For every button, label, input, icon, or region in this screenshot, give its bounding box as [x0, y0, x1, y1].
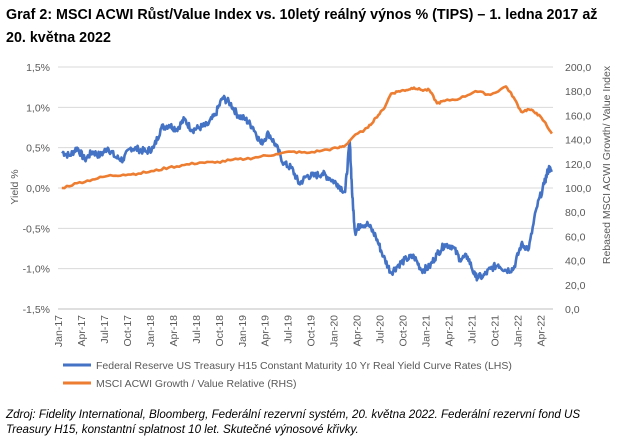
- y2-tick-label: 40,0: [565, 256, 586, 268]
- x-tick-label: Jan-20: [329, 315, 341, 347]
- chart: 1,5% 1,0% 0,5% 0,0% -0,5% -1,0% -1,5% 200,0 180…: [9, 62, 613, 390]
- y-tick-label: 0,0%: [26, 183, 50, 195]
- y2-tick-label: 140,0: [565, 135, 591, 147]
- x-tick-label: Apr-19: [260, 315, 272, 347]
- y2-tick-label: 0,0: [565, 304, 580, 316]
- y-tick-label: 1,0%: [26, 102, 50, 114]
- series-line-msci: [61, 85, 553, 190]
- x-tick-label: Oct-18: [214, 315, 226, 347]
- x-tick-label: Jul-17: [99, 315, 111, 344]
- y2-tick-label: 100,0: [565, 183, 591, 195]
- series-lines: [61, 85, 553, 282]
- x-tick-label: Jul-19: [283, 315, 295, 344]
- x-axis-tick-labels: Jan-17 Apr-17 Jul-17 Oct-17 Jan-18 Apr-18 Jul-…: [53, 315, 547, 347]
- x-tick-label: Oct-20: [398, 315, 410, 347]
- x-tick-label: Oct-19: [306, 315, 318, 347]
- x-tick-label: Jan-18: [145, 315, 157, 347]
- series-line-yield: [61, 94, 553, 282]
- chart-title: Graf 2: MSCI ACWI Růst/Value Index vs. 1…: [6, 7, 598, 46]
- y-tick-label: -1,5%: [23, 304, 50, 316]
- x-tick-label: Jul-18: [191, 315, 203, 344]
- x-tick-label: Jan-19: [237, 315, 249, 347]
- y2-tick-label: 160,0: [565, 110, 591, 122]
- x-tick-label: Oct-21: [489, 315, 501, 347]
- y2-tick-label: 80,0: [565, 207, 586, 219]
- x-tick-label: Jan-21: [421, 315, 433, 347]
- y2-axis-label: Rebased MSCI ACWI Growth/ Value Index: [601, 65, 613, 264]
- y-axis-tick-labels: 1,5% 1,0% 0,5% 0,0% -0,5% -1,0% -1,5%: [23, 62, 50, 316]
- x-tick-label: Apr-18: [168, 315, 180, 347]
- x-tick-label: Jul-21: [467, 315, 479, 344]
- legend: Federal Reserve US Treasury H15 Constant…: [63, 360, 512, 390]
- x-tick-label: Apr-22: [535, 315, 547, 347]
- gridlines: [58, 66, 553, 310]
- legend-label-msci: MSCI ACWI Growth / Value Relative (RHS): [96, 378, 297, 390]
- y2-tick-label: 200,0: [565, 62, 591, 74]
- y2-tick-label: 180,0: [565, 86, 591, 98]
- x-tick-label: Apr-20: [352, 315, 364, 347]
- y-tick-label: -1,0%: [23, 264, 50, 276]
- y2-axis-tick-labels: 200,0 180,0 160,0 140,0 120,0 100,0 80,0 60,0 40…: [565, 62, 591, 316]
- x-tick-label: Oct-17: [122, 315, 134, 347]
- x-tick-label: Jan-17: [53, 315, 65, 347]
- y-tick-label: -0,5%: [23, 223, 50, 235]
- x-tick-label: Jan-22: [512, 315, 524, 347]
- y-tick-label: 0,5%: [26, 143, 50, 155]
- x-tick-label: Apr-21: [444, 315, 456, 347]
- source-note: Zdroj: Fidelity International, Bloomberg…: [6, 408, 581, 436]
- y-tick-label: 1,5%: [26, 62, 50, 74]
- y-axis-label: Yield %: [9, 169, 21, 204]
- y2-tick-label: 60,0: [565, 231, 586, 243]
- x-tick-label: Apr-17: [76, 315, 88, 347]
- y2-tick-label: 20,0: [565, 280, 586, 292]
- x-tick-label: Jul-20: [375, 315, 387, 344]
- y2-tick-label: 120,0: [565, 159, 591, 171]
- legend-label-yield: Federal Reserve US Treasury H15 Constant…: [96, 360, 512, 372]
